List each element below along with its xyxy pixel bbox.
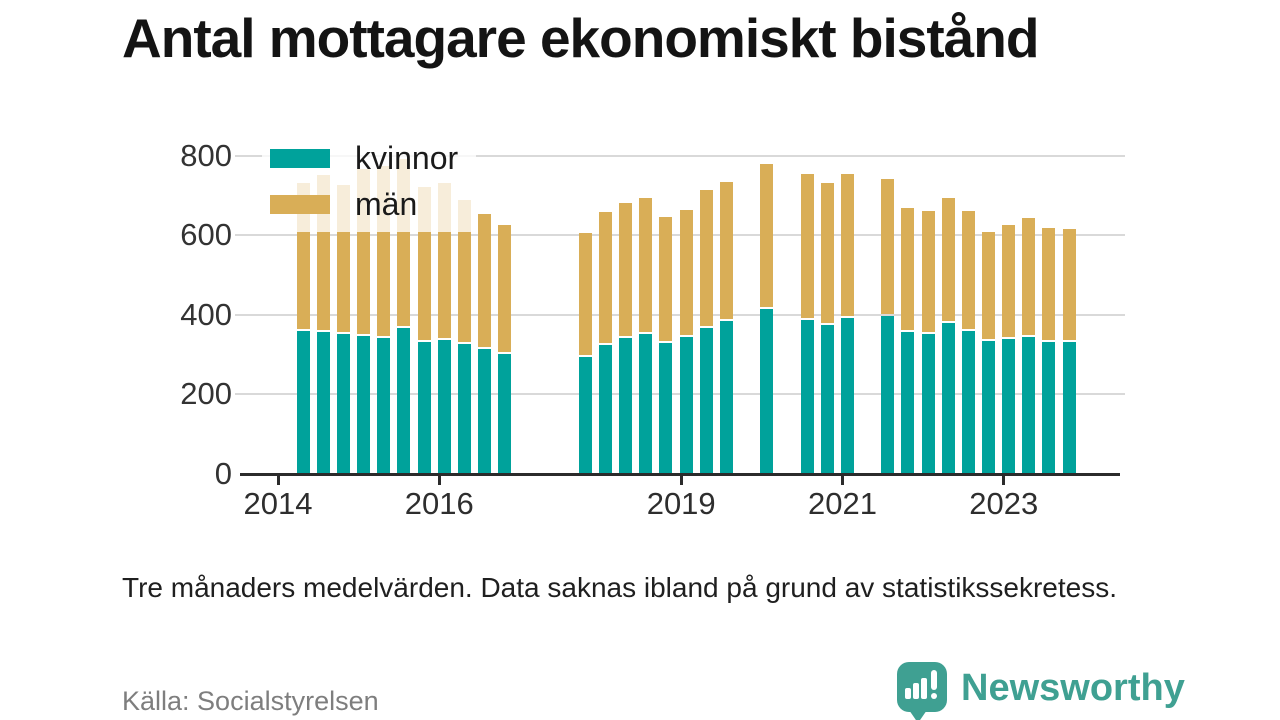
y-tick-label-600: 600 [180, 217, 232, 252]
x-tick-label-2014: 2014 [243, 486, 313, 521]
bar-kvinnor-q37 [1042, 341, 1056, 474]
bar-man-q31 [921, 211, 935, 332]
bar-kvinnor-q21 [719, 321, 733, 474]
bar-kvinnor-q38 [1062, 341, 1076, 474]
bar-man-q27 [840, 173, 854, 316]
bar-kvinnor-q3 [357, 335, 370, 474]
bar-kvinnor-q10 [498, 354, 512, 474]
bar-kvinnor-q34 [981, 340, 995, 474]
gridline-800 [235, 154, 1125, 157]
bar-man-q8 [457, 200, 471, 343]
bar-kvinnor-q19 [679, 337, 693, 474]
bar-kvinnor-q18 [659, 342, 673, 474]
bar-man-q35 [1002, 225, 1016, 338]
bar-kvinnor-q35 [1002, 339, 1016, 474]
bar-man-q26 [820, 182, 834, 323]
bar-kvinnor-q6 [417, 342, 431, 474]
x-tick-label-2019: 2019 [646, 486, 716, 521]
legend-swatch-kvinnor [270, 148, 330, 168]
bar-kvinnor-q36 [1022, 336, 1036, 474]
newsworthy-logo-text: Newsworthy [961, 667, 1185, 709]
bar-kvinnor-q31 [921, 333, 935, 474]
bar-man-q34 [981, 231, 995, 339]
bar-man-q17 [639, 198, 653, 333]
bar-man-q19 [679, 210, 693, 336]
bar-man-q20 [699, 190, 713, 326]
bar-kvinnor-q1 [316, 331, 330, 474]
legend-label-man: män [355, 186, 418, 222]
bar-kvinnor-q0 [296, 330, 310, 474]
x-tick-label-2023: 2023 [969, 486, 1039, 521]
y-tick-label-200: 200 [180, 376, 232, 411]
bar-man-q10 [498, 225, 512, 353]
x-tick-label-2016: 2016 [404, 486, 474, 521]
bar-kvinnor-q14 [578, 357, 592, 474]
newsworthy-logo-icon [897, 662, 947, 720]
bar-kvinnor-q20 [699, 327, 713, 474]
bar-kvinnor-q5 [397, 328, 411, 474]
legend-swatch-man [270, 194, 330, 214]
logo-bubble-tail [909, 710, 927, 720]
bar-kvinnor-q25 [800, 320, 814, 474]
page-title: Antal mottagare ekonomiskt bistånd [122, 7, 1039, 69]
bar-man-q36 [1022, 217, 1036, 335]
x-tick-label-2021: 2021 [807, 486, 877, 521]
bar-man-q37 [1042, 227, 1056, 340]
bar-man-q15 [598, 211, 612, 344]
y-tick-label-400: 400 [180, 296, 232, 332]
bar-kvinnor-q9 [477, 349, 491, 474]
bar-kvinnor-q8 [457, 344, 471, 474]
bar-man-q9 [477, 213, 491, 348]
bar-kvinnor-q15 [598, 345, 612, 474]
bar-man-q25 [800, 173, 814, 319]
legend: kvinnor män [262, 136, 476, 232]
bar-man-q14 [578, 232, 592, 356]
legend-item-kvinnor: kvinnor [270, 137, 458, 179]
y-tick-label-0: 0 [214, 455, 232, 491]
bar-kvinnor-q33 [961, 330, 975, 474]
bar-kvinnor-q23 [760, 309, 774, 474]
bar-kvinnor-q27 [840, 317, 854, 474]
x-tick-2014 [276, 476, 280, 485]
chart-note: Tre månaders medelvärden. Data saknas ib… [122, 572, 1118, 603]
x-tick-2023 [1002, 476, 1006, 485]
y-tick-label-800: 800 [180, 137, 232, 173]
bar-man-q38 [1062, 229, 1076, 340]
x-tick-2016 [437, 476, 441, 485]
bar-man-q18 [659, 216, 673, 341]
legend-item-man: män [270, 183, 417, 225]
bar-kvinnor-q29 [881, 315, 895, 474]
bar-kvinnor-q17 [639, 334, 653, 474]
bar-man-q23 [760, 163, 774, 308]
bar-kvinnor-q2 [336, 334, 350, 474]
bar-man-q21 [719, 182, 733, 320]
bar-man-q33 [961, 211, 975, 329]
bar-kvinnor-q32 [941, 323, 955, 474]
source-label: Källa: Socialstyrelsen [122, 686, 379, 716]
bar-kvinnor-q16 [619, 338, 633, 474]
bar-kvinnor-q26 [820, 324, 834, 474]
x-tick-2019 [679, 476, 683, 485]
legend-label-kvinnor: kvinnor [355, 140, 459, 176]
bar-man-q30 [901, 208, 915, 331]
bar-man-q16 [619, 202, 633, 337]
bar-man-q32 [941, 197, 955, 322]
x-axis-line [240, 473, 1120, 476]
bar-kvinnor-q7 [437, 339, 451, 474]
bar-man-q29 [881, 179, 895, 314]
bar-kvinnor-q4 [377, 338, 391, 474]
bar-kvinnor-q30 [901, 332, 915, 474]
newsworthy-logo: Newsworthy [897, 662, 1185, 720]
x-tick-2021 [840, 476, 844, 485]
